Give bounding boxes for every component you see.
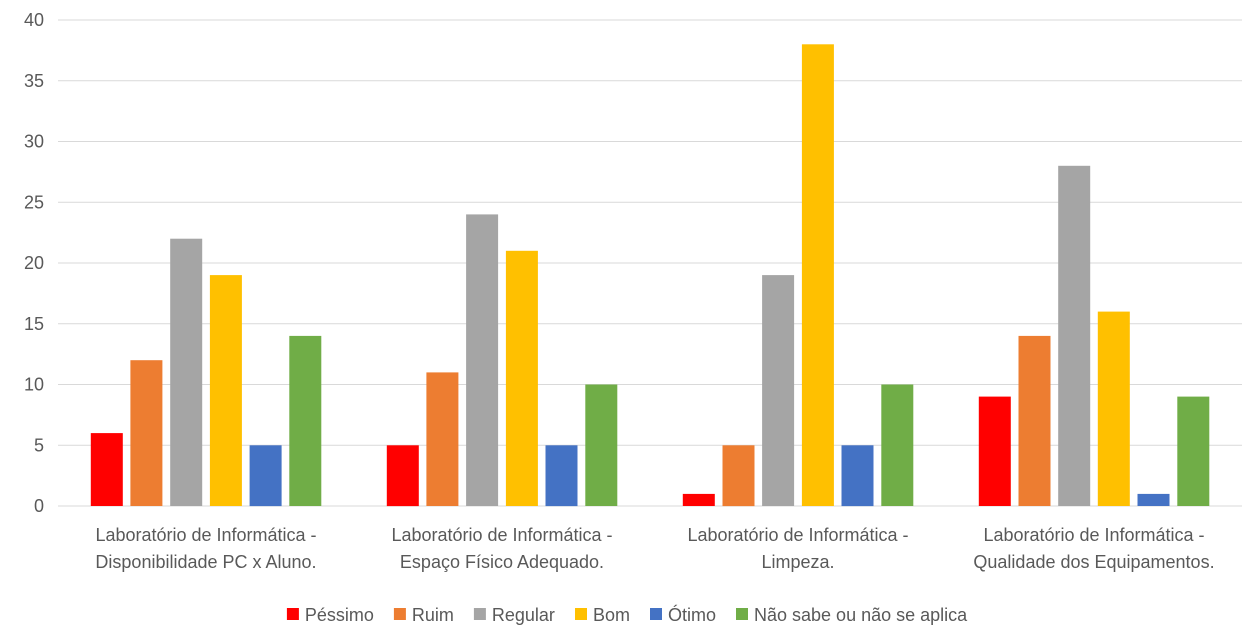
legend-label: Ótimo [668,604,716,625]
legend-swatch [650,608,662,620]
legend-label: Bom [593,605,630,625]
gridlines [58,19,1242,507]
bar-ótimo-cat-4 [1137,493,1170,506]
bar-não-sabe-ou-não-se-aplica-cat-1 [289,335,322,506]
bar-bom-cat-3 [801,44,834,507]
legend-swatch [393,608,406,620]
bar-bom-cat-2 [505,250,538,506]
bar-péssimo-cat-4 [978,396,1011,506]
legend-item: Não sabe ou não se aplica [736,605,968,625]
legend-swatch [736,608,748,620]
y-tick-label: 20 [24,253,44,273]
y-tick-label: 35 [24,71,44,91]
bar-bom-cat-1 [209,275,242,506]
bar-ruim-cat-2 [426,372,459,506]
bar-bom-cat-4 [1097,311,1130,506]
bar-ruim-cat-3 [722,445,755,507]
legend-item: Péssimo [286,605,374,625]
bar-péssimo-cat-1 [90,433,123,506]
legend-item: Ruim [393,605,454,625]
y-tick-label: 40 [24,10,44,30]
legend-swatch [286,608,299,620]
x-category-label: Laboratório de Informática -Limpeza. [687,525,908,572]
x-category-label: Laboratório de Informática -Disponibilid… [95,525,316,572]
bar-ótimo-cat-2 [545,445,578,507]
bar-ruim-cat-1 [130,360,163,506]
y-tick-label: 10 [24,375,44,395]
bar-não-sabe-ou-não-se-aplica-cat-2 [585,384,618,506]
y-tick-label: 15 [24,314,44,334]
bar-péssimo-cat-2 [386,445,419,507]
bar-regular-cat-1 [170,238,203,506]
legend-swatch [575,608,587,620]
bars [90,44,1210,507]
legend-label: Não sabe ou não se aplica [754,605,968,625]
legend-swatch [473,608,486,620]
bar-não-sabe-ou-não-se-aplica-cat-4 [1177,396,1210,506]
y-tick-label: 0 [34,496,44,516]
bar-regular-cat-4 [1058,165,1091,507]
x-category-label: Laboratório de Informática -Qualidade do… [973,525,1214,572]
bar-regular-cat-3 [762,275,795,506]
bar-péssimo-cat-3 [682,493,715,506]
x-axis-category-labels: Laboratório de Informática -Disponibilid… [95,525,1214,572]
legend-label: Péssimo [305,605,374,625]
bar-regular-cat-2 [466,214,499,506]
y-tick-label: 25 [24,192,44,212]
bar-ótimo-cat-3 [841,445,874,507]
legend: Péssimo Ruim Regular Bom Ótimo Não sabe ou nã… [286,604,968,625]
legend-item: Bom [575,605,630,625]
legend-label: Regular [492,605,555,625]
bar-não-sabe-ou-não-se-aplica-cat-3 [881,384,914,506]
bar-ótimo-cat-1 [249,445,282,507]
y-tick-label: 5 [34,435,44,455]
x-category-label: Laboratório de Informática -Espaço Físic… [391,525,612,572]
legend-item: Regular [473,605,555,625]
y-axis-ticks: 0 5 10 15 20 25 30 35 40 [24,10,44,516]
bar-ruim-cat-4 [1018,335,1051,506]
y-tick-label: 30 [24,132,44,152]
legend-item: Ótimo [650,604,716,625]
legend-label: Ruim [412,605,454,625]
